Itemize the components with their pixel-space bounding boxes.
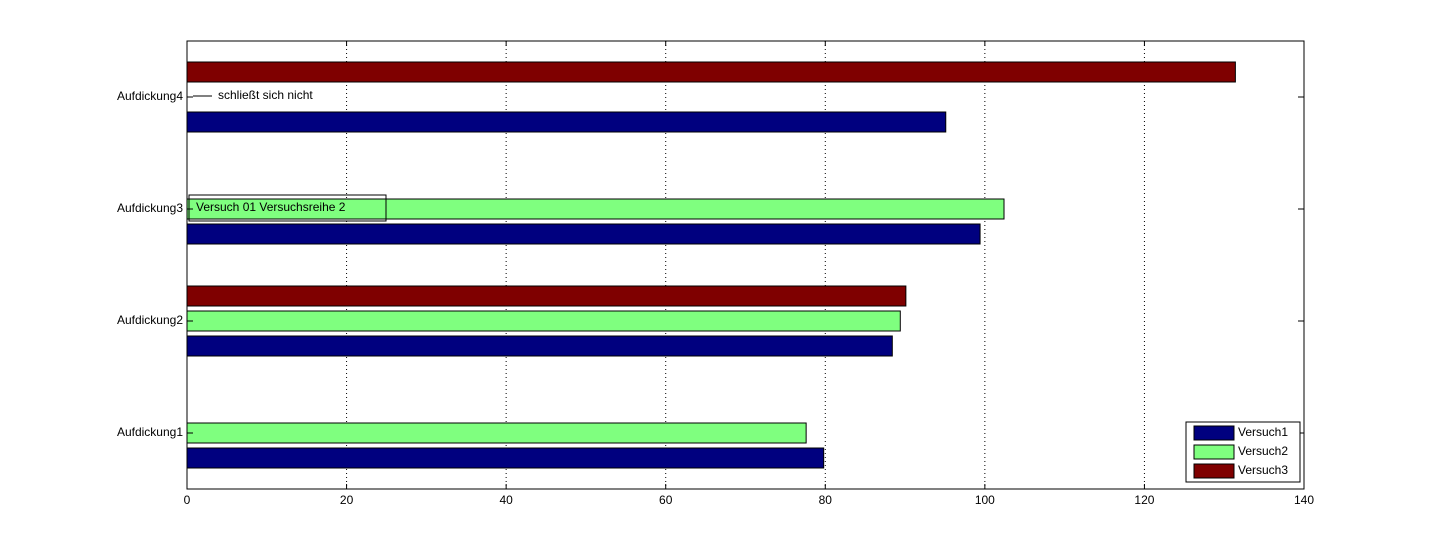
- bar: [186, 285, 907, 307]
- legend-label: Versuch2: [1238, 444, 1288, 458]
- legend-swatch: [1193, 425, 1235, 441]
- bar: [186, 223, 981, 245]
- legend-swatch: [1193, 444, 1235, 460]
- bar: [186, 422, 807, 444]
- bar: [186, 447, 825, 469]
- y-tick-label: Aufdickung3: [117, 201, 183, 215]
- x-tick-label: 0: [184, 493, 191, 507]
- legend-label: Versuch3: [1238, 463, 1288, 477]
- y-tick-label: Aufdickung2: [117, 313, 183, 327]
- x-tick-label: 120: [1134, 493, 1154, 507]
- legend-swatch: [1193, 463, 1235, 479]
- bar: [186, 61, 1236, 83]
- bar: [186, 335, 893, 357]
- x-tick-label: 80: [819, 493, 833, 507]
- legend-label: Versuch1: [1238, 425, 1288, 439]
- annotation-box: [188, 194, 387, 222]
- annotation: Versuch 01 Versuchsreihe 2: [196, 200, 346, 214]
- x-tick-label: 40: [499, 493, 513, 507]
- x-tick-label: 60: [659, 493, 673, 507]
- bar: [186, 310, 901, 332]
- x-tick-label: 20: [340, 493, 354, 507]
- bar: [186, 111, 947, 133]
- x-tick-label: 140: [1294, 493, 1314, 507]
- annotation: schließt sich nicht: [218, 88, 313, 102]
- y-tick-label: Aufdickung4: [117, 89, 183, 103]
- y-tick-label: Aufdickung1: [117, 425, 183, 439]
- plot-area: [186, 40, 1305, 490]
- x-tick-label: 100: [975, 493, 995, 507]
